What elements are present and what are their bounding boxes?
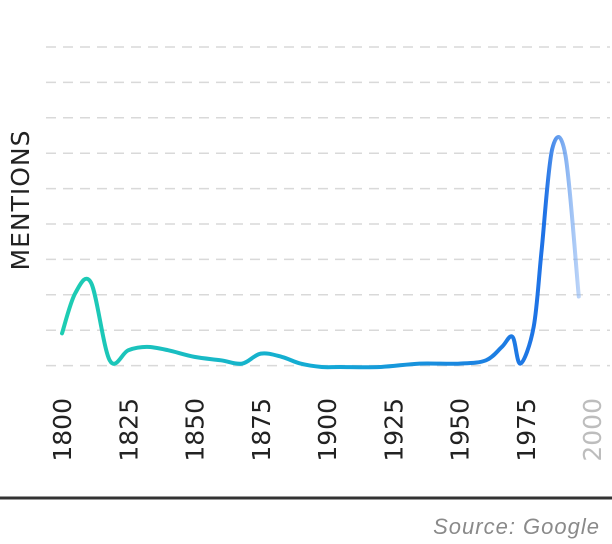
mentions-line bbox=[60, 134, 581, 370]
x-tick-label: 1900 bbox=[313, 398, 342, 462]
x-tick-label: 1925 bbox=[379, 398, 408, 462]
x-tick-label: 1850 bbox=[181, 398, 210, 462]
x-tick-label: 1825 bbox=[114, 398, 143, 462]
x-tick-label: 1975 bbox=[512, 398, 541, 462]
x-tick-label: 1950 bbox=[446, 398, 475, 462]
x-axis-ticks: 1800 1825 1850 1875 1900 1925 1950 1975 2000 bbox=[48, 398, 607, 462]
x-tick-label: 2000 bbox=[578, 398, 607, 462]
y-axis-label: MENTIONS bbox=[6, 130, 35, 271]
x-tick-label: 1875 bbox=[247, 398, 276, 462]
grid bbox=[46, 46, 610, 367]
source-note: Source: Google bbox=[433, 514, 600, 539]
x-tick-label: 1800 bbox=[48, 398, 77, 462]
series bbox=[60, 134, 581, 370]
